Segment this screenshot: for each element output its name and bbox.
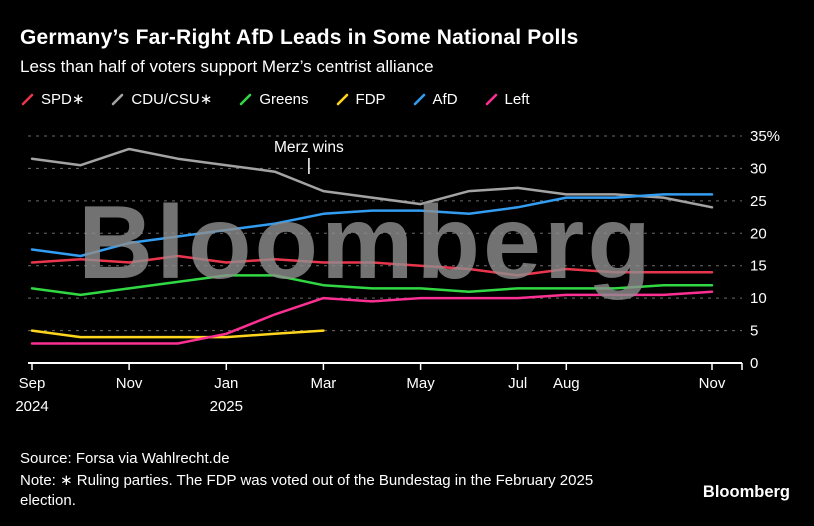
y-axis-label-15: 15 <box>750 258 767 275</box>
y-axis-label-30: 30 <box>750 160 767 177</box>
legend-label-spd: SPD∗ <box>41 91 85 108</box>
y-axis-label-20: 20 <box>750 225 767 242</box>
x-axis-year-2024: 2024 <box>15 398 48 415</box>
source-text: Source: Forsa via Wahlrecht.de <box>20 450 230 467</box>
series-line-spd <box>30 254 714 277</box>
x-axis-label-Nov-14: Nov <box>699 375 726 392</box>
chart-title: Germany’s Far-Right AfD Leads in Some Na… <box>20 26 579 49</box>
chart-subtitle: Less than half of voters support Merz’s … <box>20 57 434 76</box>
series-line-greens <box>30 274 714 297</box>
legend-slash-icon-cdu-csu <box>112 93 124 105</box>
legend-slash-icon-afd <box>413 93 425 105</box>
annotation-label: Merz wins <box>274 139 344 156</box>
y-axis-label-10: 10 <box>750 290 767 307</box>
legend-slash-icon-left <box>485 93 497 105</box>
series-line-afd <box>30 193 714 258</box>
legend-item-afd: AfD <box>412 91 458 108</box>
note-text: Note: ∗ Ruling parties. The FDP was vote… <box>20 472 594 510</box>
y-axis-label-25: 25 <box>750 193 767 210</box>
y-axis-label-0: 0 <box>750 355 758 372</box>
bloomberg-logo: Bloomberg <box>702 483 790 501</box>
legend-slash-icon-spd <box>21 93 34 105</box>
legend-item-cdu-csu: CDU/CSU∗ <box>110 90 212 108</box>
y-axis-label-5: 5 <box>750 323 758 340</box>
legend-slash-icon-greens <box>240 93 252 105</box>
legend-item-fdp: FDP <box>335 91 386 108</box>
legend-label-cdu-csu: CDU/CSU∗ <box>131 91 213 108</box>
legend-slash-icon-fdp <box>336 93 348 105</box>
chart-area: 0 5 10 15 20 25 30 35% Sep 2024 Nov Jan 2025 Mar May Ju… <box>0 118 814 418</box>
series-line-left <box>30 290 714 345</box>
x-axis-label-Nov-2: Nov <box>116 375 143 392</box>
legend-label-afd: AfD <box>432 90 458 108</box>
series-line-cdu-csu <box>30 147 714 209</box>
legend-item-left: Left <box>484 91 530 108</box>
legend-label-left: Left <box>504 90 530 108</box>
x-axis-label-Jan-4: Jan <box>214 375 238 392</box>
x-axis-label-Jul-10: Jul <box>508 375 527 392</box>
legend-item-spd: SPD∗ <box>20 90 84 108</box>
chart-legend: SPD∗ CDU/CSU∗ Greens FDP AfD Left <box>20 90 530 108</box>
x-axis-label-Sep-0: Sep <box>19 375 46 392</box>
x-axis-label-Aug-11: Aug <box>553 375 580 392</box>
series-line-fdp <box>30 329 325 339</box>
legend-item-greens: Greens <box>238 90 309 108</box>
x-axis-label-May-8: May <box>406 375 435 392</box>
legend-label-greens: Greens <box>259 90 309 108</box>
y-axis-label-35: 35% <box>750 128 780 145</box>
x-axis-label-Mar-6: Mar <box>310 375 336 392</box>
x-axis-year-2025: 2025 <box>210 398 243 415</box>
legend-label-fdp: FDP <box>355 90 386 108</box>
